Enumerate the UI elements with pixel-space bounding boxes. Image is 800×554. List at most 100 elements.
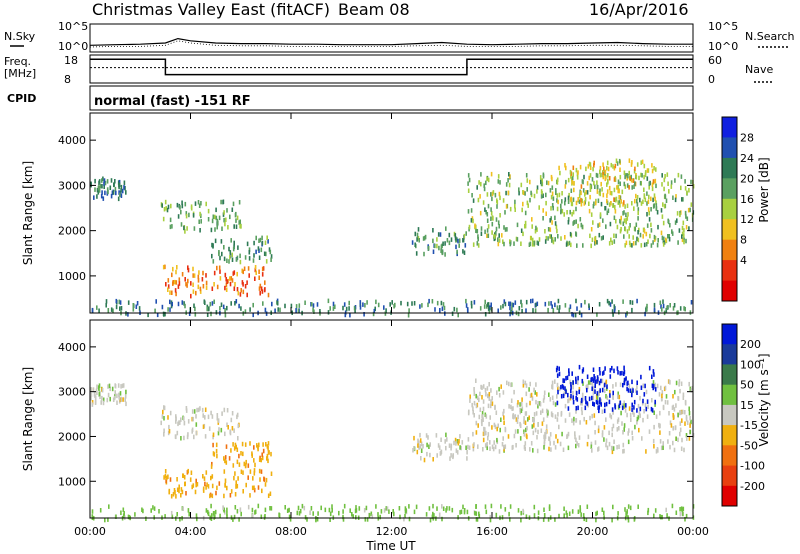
echo-cell	[106, 187, 109, 192]
echo-cell	[217, 430, 220, 436]
echo-cell	[602, 162, 604, 167]
echo-cell	[571, 418, 573, 423]
echo-cell	[594, 430, 596, 435]
echo-cell	[487, 203, 490, 209]
echo-cell	[301, 503, 304, 509]
echo-cell	[684, 210, 687, 216]
echo-cell	[487, 233, 490, 238]
echo-cell	[617, 184, 620, 189]
echo-cell	[169, 307, 171, 312]
echo-cell	[535, 225, 537, 231]
echo-cell	[613, 239, 616, 244]
echo-cell	[572, 400, 575, 405]
echo-cell	[623, 200, 625, 205]
echo-cell	[550, 301, 552, 306]
echo-cell	[572, 172, 574, 177]
freq-tick-top: 18	[64, 54, 78, 67]
echo-cell	[455, 441, 457, 446]
echo-cell	[522, 201, 524, 207]
echo-cell	[608, 185, 611, 191]
echo-cell	[386, 506, 389, 511]
echo-cell	[567, 398, 570, 403]
echo-cell	[558, 424, 560, 430]
echo-cell	[641, 173, 643, 178]
echo-cell	[584, 405, 587, 411]
echo-cell	[464, 243, 467, 248]
echo-cell	[535, 399, 537, 405]
echo-cell	[486, 445, 488, 451]
echo-cell	[404, 514, 406, 519]
echo-cell	[183, 420, 186, 426]
echo-cell	[366, 517, 369, 522]
echo-cell	[359, 305, 362, 310]
ytick-label: 4000	[58, 134, 86, 147]
echo-region-echo-c	[210, 441, 272, 469]
echo-region-ground-band	[91, 503, 695, 523]
echo-cell	[261, 272, 264, 277]
echo-cell	[247, 266, 250, 271]
echo-cell	[247, 463, 250, 468]
echo-cell	[500, 384, 502, 389]
echo-cell	[388, 509, 390, 514]
echo-cell	[440, 244, 443, 249]
echo-cell	[508, 182, 511, 188]
echo-cell	[639, 413, 641, 418]
echo-cell	[582, 513, 585, 518]
echo-cell	[563, 391, 566, 396]
echo-cell	[687, 207, 690, 213]
echo-cell	[236, 215, 239, 221]
echo-cell	[163, 405, 165, 410]
echo-cell	[487, 393, 489, 399]
echo-cell	[264, 280, 266, 285]
echo-cell	[536, 227, 538, 232]
echo-cell	[628, 185, 630, 190]
echo-cell	[578, 386, 581, 392]
echo-cell	[539, 402, 542, 407]
echo-cell	[556, 193, 559, 198]
echo-cell	[623, 210, 625, 215]
echo-cell	[228, 246, 230, 252]
echo-cell	[588, 175, 590, 181]
echo-cell	[600, 402, 602, 407]
echo-cell	[559, 441, 562, 447]
echo-cell	[169, 410, 172, 416]
echo-cell	[675, 403, 677, 408]
echo-cell	[603, 408, 606, 414]
echo-cell	[457, 441, 460, 446]
echo-cell	[483, 426, 485, 432]
colorbar-swatch	[722, 324, 737, 345]
echo-cell	[419, 432, 421, 438]
echo-cell	[564, 403, 567, 409]
echo-cell	[583, 174, 585, 180]
echo-cell	[170, 510, 173, 516]
echo-cell	[621, 189, 624, 195]
echo-cell	[309, 510, 311, 515]
echo-cell	[486, 233, 488, 238]
echo-cell	[541, 421, 544, 426]
echo-cell	[478, 414, 481, 420]
echo-cell	[164, 514, 166, 519]
echo-cell	[609, 302, 612, 307]
echo-cell	[164, 199, 167, 205]
echo-cell	[631, 392, 633, 398]
echo-cell	[653, 410, 655, 415]
echo-cell	[118, 395, 120, 400]
echo-cell	[612, 410, 614, 415]
ytick-label: 3000	[58, 386, 86, 399]
echo-cell	[572, 420, 575, 426]
echo-cell	[121, 188, 124, 194]
echo-cell	[468, 409, 470, 415]
echo-cell	[516, 402, 519, 408]
echo-cell	[533, 420, 535, 425]
echo-cell	[605, 442, 607, 448]
echo-cell	[188, 511, 190, 517]
echo-cell	[192, 282, 194, 287]
echo-cell	[621, 403, 624, 408]
echo-cell	[191, 416, 193, 422]
echo-cell	[564, 184, 567, 189]
echo-cell	[205, 470, 208, 475]
echo-cell	[525, 402, 528, 408]
echo-cell	[297, 308, 300, 314]
echo-cell	[671, 229, 673, 234]
